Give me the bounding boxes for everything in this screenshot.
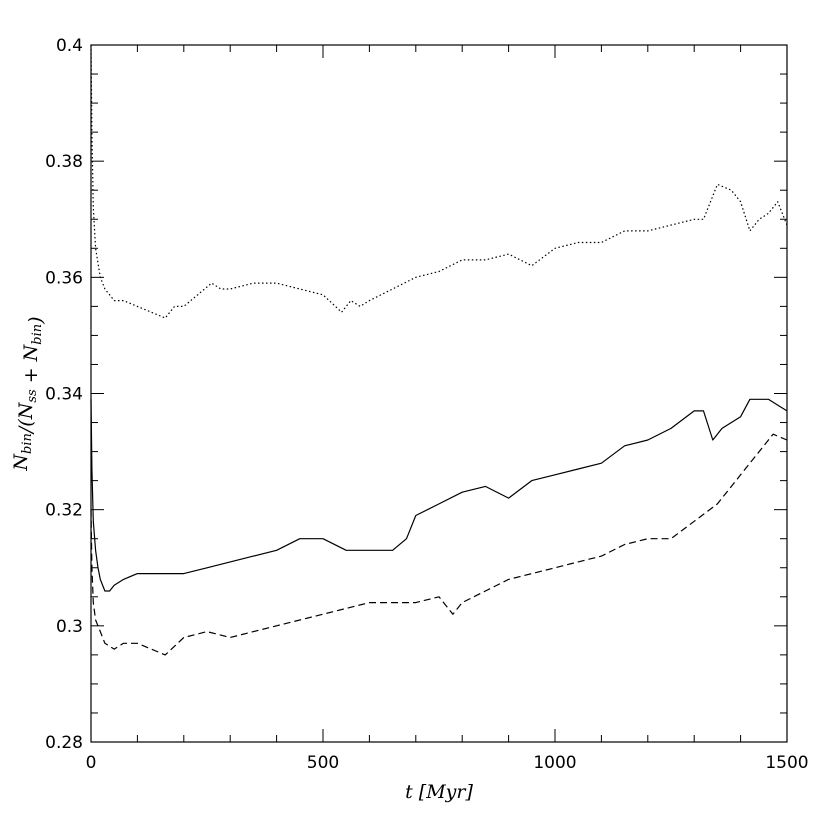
y-tick-label: 0.34 bbox=[45, 385, 83, 405]
y-tick-label: 0.3 bbox=[56, 617, 83, 637]
y-label-subscript: ss bbox=[25, 389, 40, 403]
series-line-dotted bbox=[90, 44, 788, 319]
y-axis-label: Nbin/(Nss + Nbin) bbox=[10, 316, 47, 471]
y-label-part: /(N bbox=[15, 401, 37, 435]
x-tick-label: 1500 bbox=[765, 753, 808, 773]
x-tick-label: 500 bbox=[307, 753, 339, 773]
x-tick-label: 0 bbox=[86, 753, 97, 773]
y-tick-label: 0.32 bbox=[45, 501, 83, 521]
y-label-part: N bbox=[10, 453, 32, 472]
plot-frame bbox=[90, 44, 788, 743]
y-label-subscript: bin bbox=[20, 433, 35, 454]
series-line-dashed bbox=[90, 433, 788, 656]
series-line-solid bbox=[90, 398, 788, 592]
x-axis-label: t [Myr] bbox=[405, 781, 473, 803]
y-tick-label: 0.36 bbox=[45, 268, 83, 288]
y-label-part: ) bbox=[25, 316, 47, 324]
axis-ticks bbox=[90, 44, 788, 743]
y-tick-label: 0.38 bbox=[45, 152, 83, 172]
y-label-part: + N bbox=[20, 343, 42, 389]
tick-labels: 0 500 1000 1500 0.28 0.3 0.32 0.34 0.36 0.38 0.4 bbox=[45, 36, 808, 773]
x-tick-label: 1000 bbox=[533, 753, 576, 773]
series-layer bbox=[90, 44, 788, 656]
y-tick-label: 0.28 bbox=[45, 733, 83, 753]
y-tick-label: 0.4 bbox=[56, 36, 83, 56]
y-label-subscript: bin bbox=[30, 324, 45, 345]
